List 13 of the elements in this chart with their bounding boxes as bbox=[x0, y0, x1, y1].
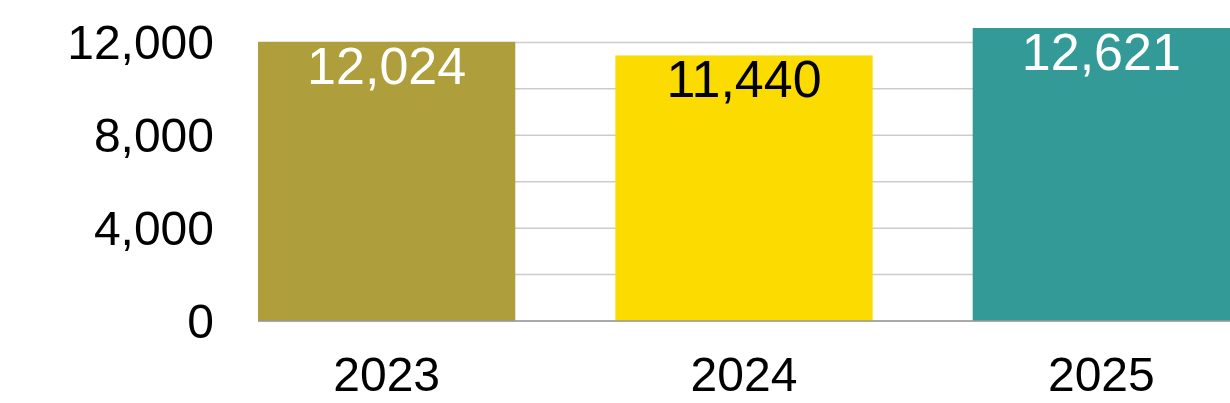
y-tick-label: 0 bbox=[187, 294, 214, 348]
x-tick-label: 2024 bbox=[690, 348, 798, 401]
x-tick-label: 2025 bbox=[1047, 348, 1155, 401]
x-tick-label: 2023 bbox=[333, 348, 441, 401]
bar bbox=[972, 28, 1230, 321]
data-label: 11,440 bbox=[666, 50, 822, 109]
data-label: 12,621 bbox=[1021, 23, 1181, 81]
y-tick-label: 8,000 bbox=[93, 109, 214, 163]
bar bbox=[258, 41, 516, 321]
y-tick-label: 12,000 bbox=[67, 16, 214, 70]
y-tick-label: 4,000 bbox=[93, 201, 214, 255]
data-label: 12,024 bbox=[307, 36, 467, 95]
bar bbox=[615, 55, 873, 321]
